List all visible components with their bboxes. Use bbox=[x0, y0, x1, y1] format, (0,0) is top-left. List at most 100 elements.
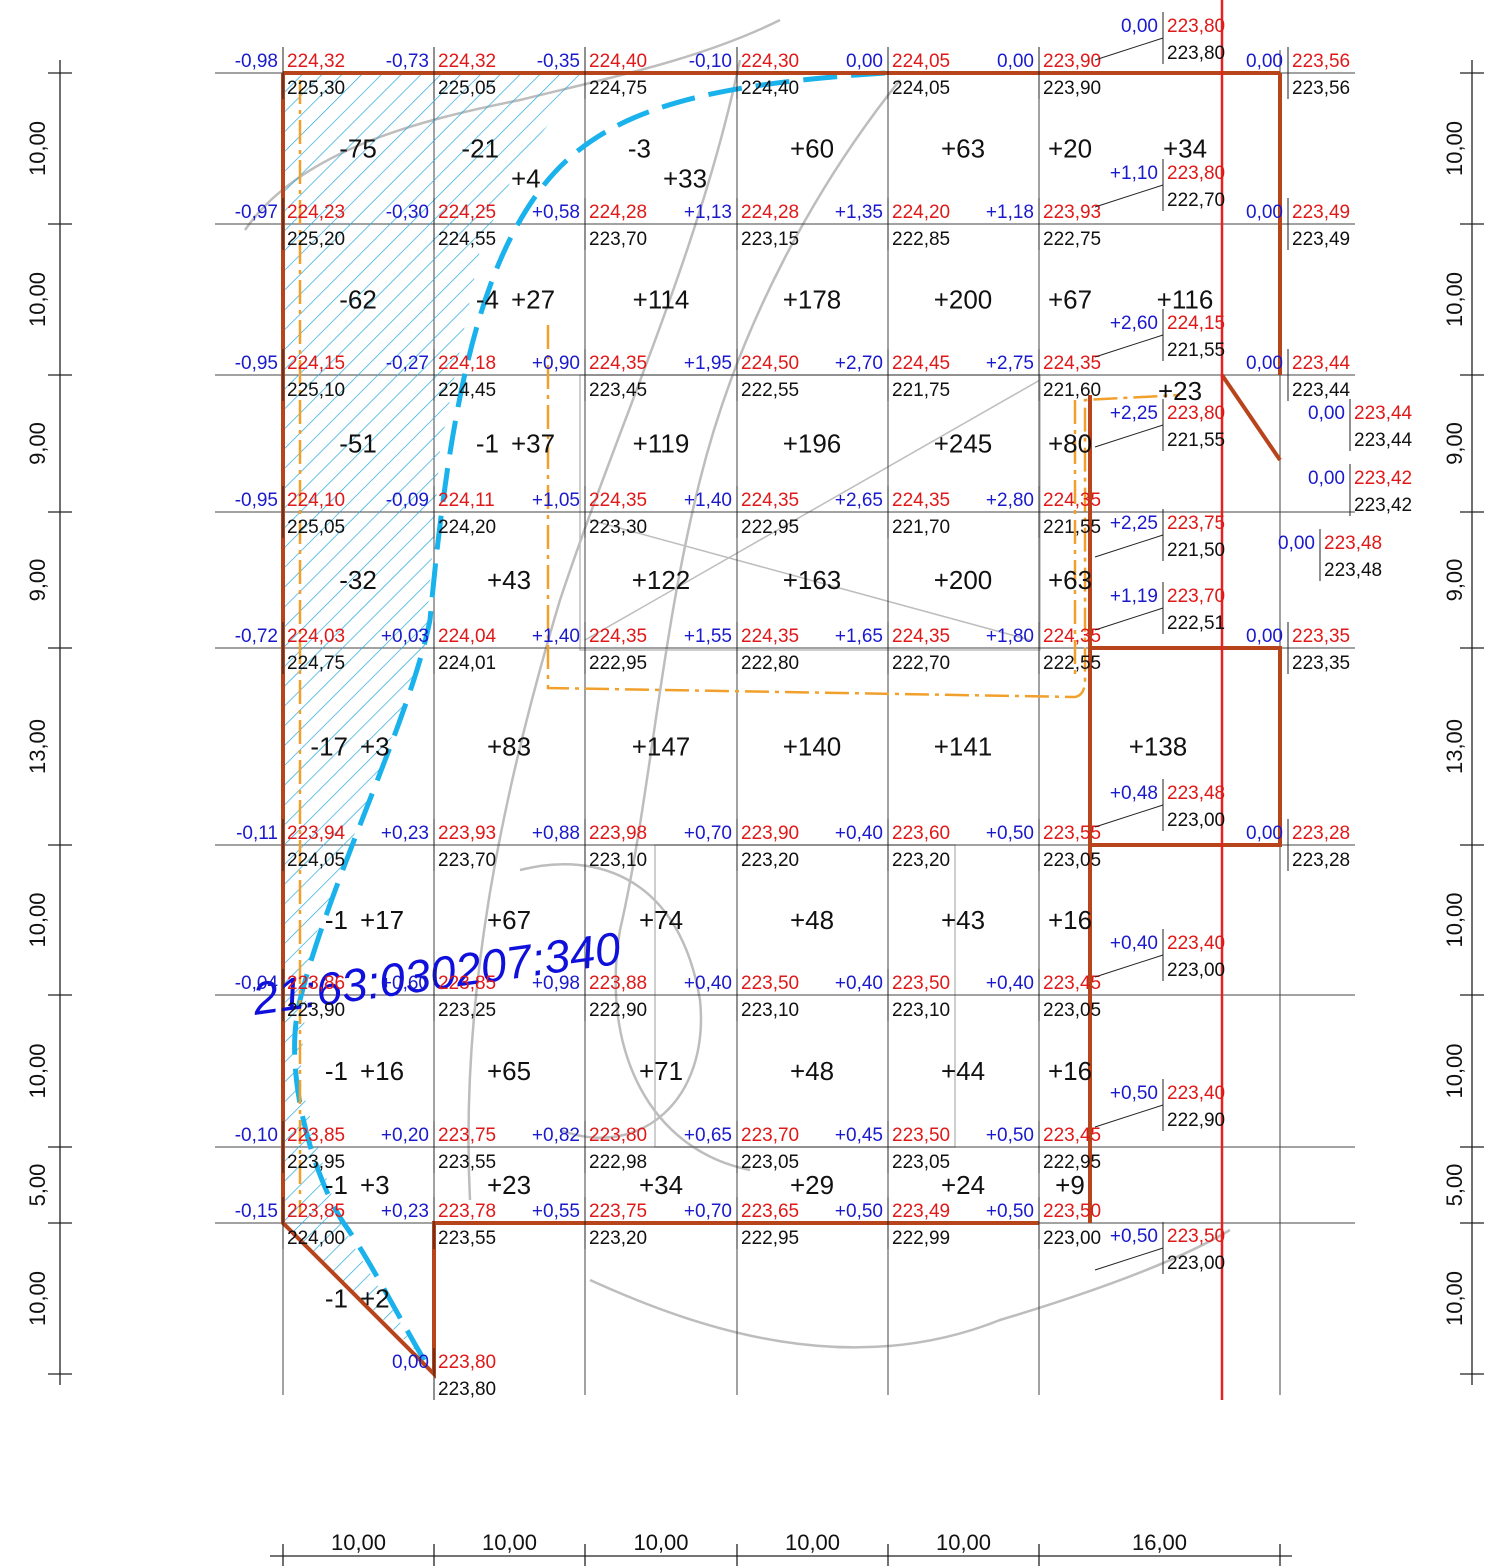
design-mark: 223,90 bbox=[741, 823, 799, 844]
existing-mark: 222,80 bbox=[741, 653, 799, 674]
existing-mark: 224,00 bbox=[287, 1228, 345, 1249]
volume: -62 bbox=[339, 285, 377, 315]
work-mark: -0,95 bbox=[235, 353, 278, 374]
dimension-label: 10,00 bbox=[482, 1530, 537, 1555]
volume: +43 bbox=[941, 905, 985, 935]
volume: +80 bbox=[1048, 429, 1092, 459]
volume: +43 bbox=[487, 565, 531, 595]
design-mark: 223,80 bbox=[1167, 16, 1225, 37]
work-mark: 0,00 bbox=[1278, 533, 1315, 554]
dimension-label: 16,00 bbox=[1132, 1530, 1187, 1555]
design-mark: 223,49 bbox=[892, 1201, 950, 1222]
work-mark: +0,40 bbox=[835, 823, 883, 844]
design-mark: 223,93 bbox=[438, 823, 496, 844]
leader bbox=[1094, 954, 1164, 978]
design-mark: 224,18 bbox=[438, 353, 496, 374]
design-mark: 223,80 bbox=[438, 1352, 496, 1373]
existing-mark: 223,42 bbox=[1354, 495, 1412, 516]
design-mark: 223,35 bbox=[1292, 626, 1350, 647]
design-mark: 224,45 bbox=[892, 353, 950, 374]
existing-mark: 225,30 bbox=[287, 78, 345, 99]
leader bbox=[1094, 334, 1164, 358]
work-mark: 0,00 bbox=[1246, 51, 1283, 72]
volume: +16 bbox=[360, 1056, 404, 1086]
work-mark: +0,70 bbox=[684, 1201, 732, 1222]
dimension-label: 10,00 bbox=[25, 272, 50, 327]
work-mark: +0,03 bbox=[381, 626, 429, 647]
work-mark: +2,70 bbox=[835, 353, 883, 374]
design-mark: 223,80 bbox=[1167, 403, 1225, 424]
design-mark: 223,75 bbox=[438, 1125, 496, 1146]
work-mark: 0,00 bbox=[392, 1352, 429, 1373]
volume: +163 bbox=[783, 565, 842, 595]
design-mark: 224,50 bbox=[741, 353, 799, 374]
volume: +200 bbox=[934, 565, 993, 595]
work-mark: 0,00 bbox=[1308, 468, 1345, 489]
volume: +65 bbox=[487, 1056, 531, 1086]
volume: -21 bbox=[461, 134, 499, 164]
leader bbox=[1094, 1247, 1164, 1271]
design-mark: 223,48 bbox=[1167, 783, 1225, 804]
design-mark: 223,45 bbox=[1043, 1125, 1101, 1146]
work-mark: -0,73 bbox=[386, 51, 429, 72]
design-mark: 224,40 bbox=[589, 51, 647, 72]
design-mark: 223,88 bbox=[589, 973, 647, 994]
existing-mark: 221,55 bbox=[1167, 430, 1225, 451]
work-mark: 0,00 bbox=[1246, 823, 1283, 844]
existing-mark: 224,75 bbox=[589, 78, 647, 99]
dimension-label: 10,00 bbox=[25, 1271, 50, 1326]
existing-mark: 222,98 bbox=[589, 1152, 647, 1173]
volume: +33 bbox=[663, 164, 707, 194]
volume: -17 bbox=[310, 732, 348, 762]
work-mark: 0,00 bbox=[1308, 403, 1345, 424]
volume: +24 bbox=[941, 1170, 985, 1200]
design-mark: 223,70 bbox=[1167, 586, 1225, 607]
volume: +48 bbox=[790, 905, 834, 935]
design-mark: 223,85 bbox=[438, 973, 496, 994]
dimension-label: 10,00 bbox=[1442, 892, 1467, 947]
existing-mark: 222,51 bbox=[1167, 613, 1225, 634]
existing-mark: 223,45 bbox=[589, 380, 647, 401]
existing-mark: 223,56 bbox=[1292, 78, 1350, 99]
volume: +27 bbox=[511, 285, 555, 315]
design-mark: 223,50 bbox=[1167, 1226, 1225, 1247]
existing-mark: 222,55 bbox=[741, 380, 799, 401]
existing-mark: 223,55 bbox=[438, 1152, 496, 1173]
work-mark: +0,90 bbox=[532, 353, 580, 374]
work-mark: 0,00 bbox=[846, 51, 883, 72]
work-mark: +2,60 bbox=[1110, 313, 1158, 334]
dimension-label: 13,00 bbox=[25, 719, 50, 774]
design-mark: 223,85 bbox=[287, 1201, 345, 1222]
design-mark: 224,04 bbox=[438, 626, 497, 647]
leader bbox=[1094, 804, 1164, 828]
design-mark: 223,93 bbox=[1043, 202, 1101, 223]
volume: +3 bbox=[360, 1170, 390, 1200]
design-mark: 223,40 bbox=[1167, 933, 1225, 954]
existing-mark: 224,20 bbox=[438, 517, 496, 538]
volume: +141 bbox=[934, 732, 993, 762]
design-mark: 223,45 bbox=[1043, 973, 1101, 994]
work-mark: 0,00 bbox=[997, 51, 1034, 72]
work-mark: -0,97 bbox=[235, 202, 278, 223]
existing-mark: 222,90 bbox=[1167, 1110, 1225, 1131]
volume: +138 bbox=[1129, 732, 1188, 762]
leader bbox=[1094, 1104, 1164, 1128]
leader bbox=[1094, 37, 1164, 61]
existing-mark: 223,90 bbox=[287, 1000, 345, 1021]
existing-mark: 223,48 bbox=[1324, 560, 1382, 581]
existing-mark: 223,80 bbox=[438, 1379, 496, 1400]
work-mark: +0,82 bbox=[532, 1125, 580, 1146]
work-mark: +0,23 bbox=[381, 823, 429, 844]
existing-mark: 223,05 bbox=[1043, 850, 1101, 871]
work-mark: +0,55 bbox=[532, 1201, 580, 1222]
work-mark: +2,25 bbox=[1110, 513, 1158, 534]
design-mark: 223,80 bbox=[1167, 163, 1225, 184]
volume: +16 bbox=[1048, 1056, 1092, 1086]
volume: -1 bbox=[325, 905, 348, 935]
dimension-label: 10,00 bbox=[1442, 272, 1467, 327]
labels: -0,98 224,32 225,30 -0,73 224,32 225,05 -0,35 2… bbox=[25, 12, 1484, 1566]
volume: -4 bbox=[476, 285, 499, 315]
volume: +3 bbox=[360, 732, 390, 762]
cut-area bbox=[283, 73, 585, 1355]
